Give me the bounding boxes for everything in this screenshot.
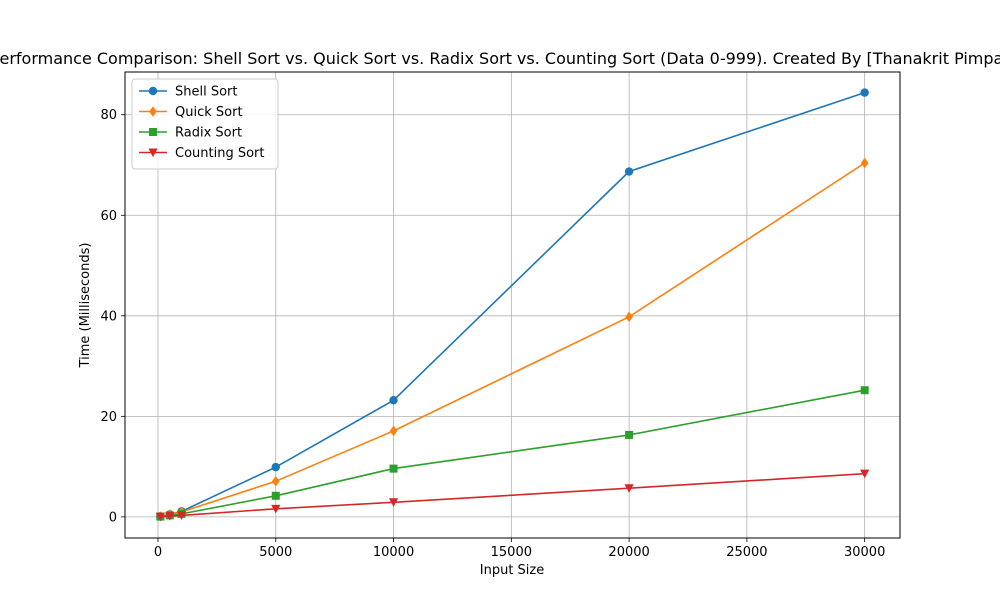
legend: Shell Sort Quick Sort Radix Sort Counting S…	[131, 78, 279, 170]
y-tick-label: 60	[100, 209, 117, 224]
counting-sort-point	[165, 512, 175, 521]
legend-item-shell-sort: Shell Sort	[139, 85, 238, 100]
legend-item-quick-sort: Quick Sort	[139, 105, 243, 120]
counting-sort-point	[271, 504, 281, 514]
shell-sort-point	[389, 396, 398, 405]
x-tick-label: 25000	[726, 545, 767, 560]
radix-sort-point	[389, 464, 398, 473]
counting-sort-series	[155, 469, 870, 522]
y-tick-label: 40	[100, 309, 117, 324]
y-tick-label: 0	[109, 510, 117, 525]
y-tick-label: 20	[100, 410, 117, 425]
counting-sort-point	[860, 469, 870, 479]
legend-box	[131, 78, 279, 170]
x-tick-label: 5000	[259, 545, 292, 560]
legend-marker	[148, 86, 158, 96]
quick-sort-point	[389, 425, 398, 437]
legend-item-radix-sort: Radix Sort	[139, 126, 242, 141]
counting-sort-point	[155, 512, 165, 522]
legend-marker	[149, 106, 157, 117]
x-tick-label: 0	[154, 545, 162, 560]
legend-label: Counting Sort	[175, 146, 265, 161]
x-tick-label: 10000	[373, 545, 414, 560]
chart-title: Performance Comparison: Shell Sort vs. Q…	[0, 49, 1000, 68]
radix-sort-point	[271, 491, 280, 500]
x-tick-label: 30000	[844, 545, 885, 560]
shell-sort-point	[271, 462, 280, 472]
counting-sort-point	[388, 498, 399, 507]
counting-sort-point	[624, 484, 634, 493]
shell-sort-point	[624, 167, 634, 176]
legend-label: Radix Sort	[175, 126, 242, 141]
radix-sort-point	[625, 430, 634, 439]
legend-marker	[149, 128, 157, 136]
radix-sort-point	[860, 386, 869, 395]
legend-label: Quick Sort	[175, 105, 243, 120]
quick-sort-point	[860, 157, 869, 169]
legend-label: Shell Sort	[175, 85, 238, 100]
y-axis-label: Time (Milliseconds)	[78, 243, 93, 369]
counting-sort-point	[176, 511, 187, 520]
quick-sort-point	[271, 475, 280, 487]
y-tick-label: 80	[100, 108, 117, 123]
ticks: 0 5000 10000 15000 20000 25000 30000 0 20 40 60 80	[100, 108, 885, 560]
shell-sort-point	[860, 88, 869, 97]
legend-marker	[148, 148, 158, 158]
x-axis-label: Input Size	[480, 563, 544, 578]
x-tick-label: 15000	[491, 545, 532, 560]
series-layer	[155, 88, 870, 522]
legend-item-counting-sort: Counting Sort	[139, 146, 265, 161]
grid	[125, 72, 900, 538]
x-tick-label: 20000	[608, 545, 649, 560]
plot-frame	[124, 71, 901, 539]
quick-sort-point	[625, 311, 633, 323]
